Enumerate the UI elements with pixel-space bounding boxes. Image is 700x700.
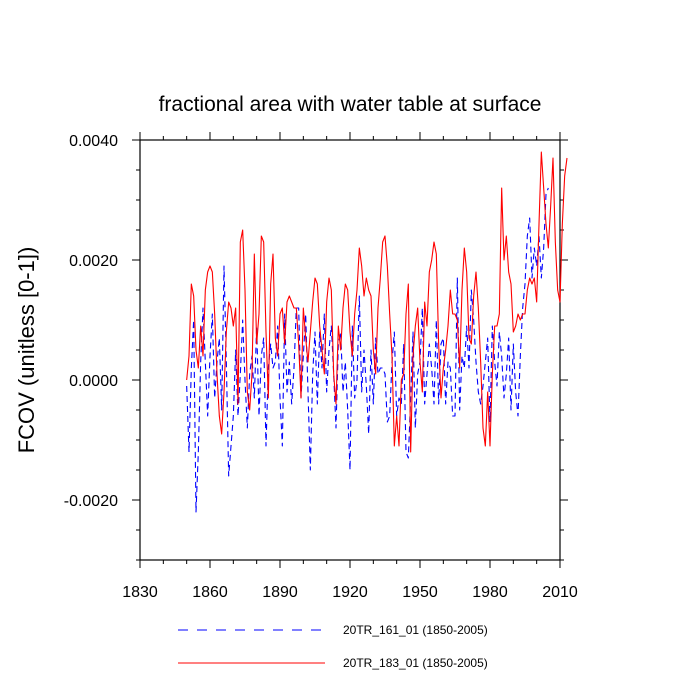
x-tick-label: 1860: [192, 584, 228, 601]
legend-label-2: 20TR_183_01 (1850-2005): [343, 656, 488, 670]
axis-ticks: [132, 132, 568, 568]
x-tick-label: 2010: [542, 584, 578, 601]
x-tick-label: 1950: [402, 584, 438, 601]
x-tick-label: 1890: [262, 584, 298, 601]
x-tick-label: 1980: [472, 584, 508, 601]
series-lines: [186, 151, 568, 513]
series-line-2: [186, 151, 568, 453]
y-tick-label: 0.0020: [69, 253, 118, 270]
y-tick-label: 0.0000: [69, 373, 118, 390]
legend-label-1: 20TR_161_01 (1850-2005): [343, 623, 488, 637]
y-tick-label: 0.0040: [69, 133, 118, 150]
legend: 20TR_161_01 (1850-2005) 20TR_183_01 (1850…: [178, 623, 488, 670]
series-line-1: [186, 187, 549, 513]
chart-title: fractional area with water table at surf…: [159, 93, 542, 116]
x-tick-label: 1920: [332, 584, 368, 601]
y-axis-label: FCOV (unitless [0-1]): [14, 247, 39, 454]
x-tick-label: 1830: [122, 584, 158, 601]
y-tick-label: -0.0020: [64, 493, 118, 510]
tick-labels: 1830 1860 1890 1920 1950 1980 2010 -0.0020 0.000…: [64, 133, 578, 601]
